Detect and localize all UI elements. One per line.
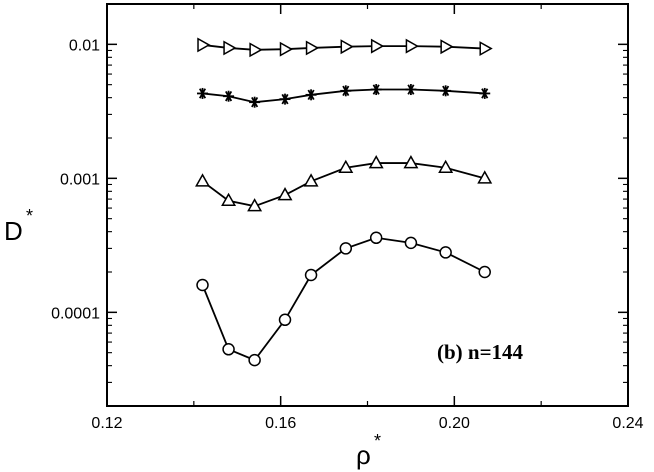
panel-annotation: (b) n=144 <box>437 340 524 364</box>
data-point-circle <box>304 268 318 282</box>
data-point-right-triangle <box>305 40 320 56</box>
data-point-circle <box>369 231 383 245</box>
y-axis-label: D <box>4 216 23 246</box>
x-tick-label: 0.16 <box>265 415 296 432</box>
data-point-circle <box>339 242 353 255</box>
data-point-star <box>197 87 209 99</box>
y-tick-label: 0.0001 <box>51 305 100 322</box>
y-tick-label: 0.01 <box>69 37 100 54</box>
data-point-up-triangle <box>221 192 237 207</box>
data-point-star <box>440 85 452 97</box>
series-line-star <box>202 88 485 104</box>
y-axis-title: D * <box>4 206 33 246</box>
data-point-star <box>370 84 382 96</box>
data-point-star <box>249 96 261 108</box>
data-point-star <box>305 89 317 101</box>
x-axis-label-superscript: * <box>374 431 381 451</box>
data-point-up-triangle <box>403 155 419 169</box>
data-point-right-triangle <box>340 39 354 55</box>
data-point-right-triangle <box>370 38 385 54</box>
data-point-circle <box>278 313 292 327</box>
data-point-right-triangle <box>440 39 454 55</box>
x-tick-label: 0.24 <box>612 415 643 432</box>
data-point-star <box>223 90 235 102</box>
y-tick-label: 0.001 <box>60 171 100 188</box>
x-tick-label: 0.12 <box>91 415 122 432</box>
data-point-up-triangle <box>195 173 211 187</box>
data-point-right-triangle <box>223 40 237 56</box>
data-point-up-triangle <box>477 170 493 184</box>
plot-frame <box>106 3 629 407</box>
data-point-circle <box>439 246 452 259</box>
data-point-up-triangle <box>303 173 319 187</box>
data-point-up-triangle <box>247 198 263 212</box>
data-point-circle <box>222 343 235 356</box>
series-line-circle <box>201 236 486 362</box>
data-point-circle <box>404 236 418 250</box>
data-point-star <box>479 87 491 99</box>
data-point-right-triangle <box>197 37 211 53</box>
data-point-circle <box>248 353 261 367</box>
y-axis-label-superscript: * <box>26 206 33 226</box>
data-point-circle <box>478 265 491 279</box>
x-axis-label: ρ <box>356 440 371 470</box>
data-point-right-triangle <box>249 42 263 58</box>
data-point-star <box>279 93 291 105</box>
series-line-right-triangle <box>202 44 485 51</box>
x-axis-title: ρ * <box>356 431 381 470</box>
data-point-up-triangle <box>438 159 454 173</box>
data-point-right-triangle <box>279 41 294 57</box>
data-point-up-triangle <box>277 187 293 201</box>
x-tick-label: 0.20 <box>439 415 470 432</box>
series-line-up-triangle <box>201 162 485 208</box>
data-point-right-triangle <box>405 38 419 54</box>
data-point-circle <box>196 278 209 292</box>
data-point-up-triangle <box>368 155 384 169</box>
data-point-right-triangle <box>479 41 493 57</box>
data-point-star <box>340 85 352 97</box>
data-point-star <box>405 84 417 96</box>
data-point-up-triangle <box>338 159 354 173</box>
